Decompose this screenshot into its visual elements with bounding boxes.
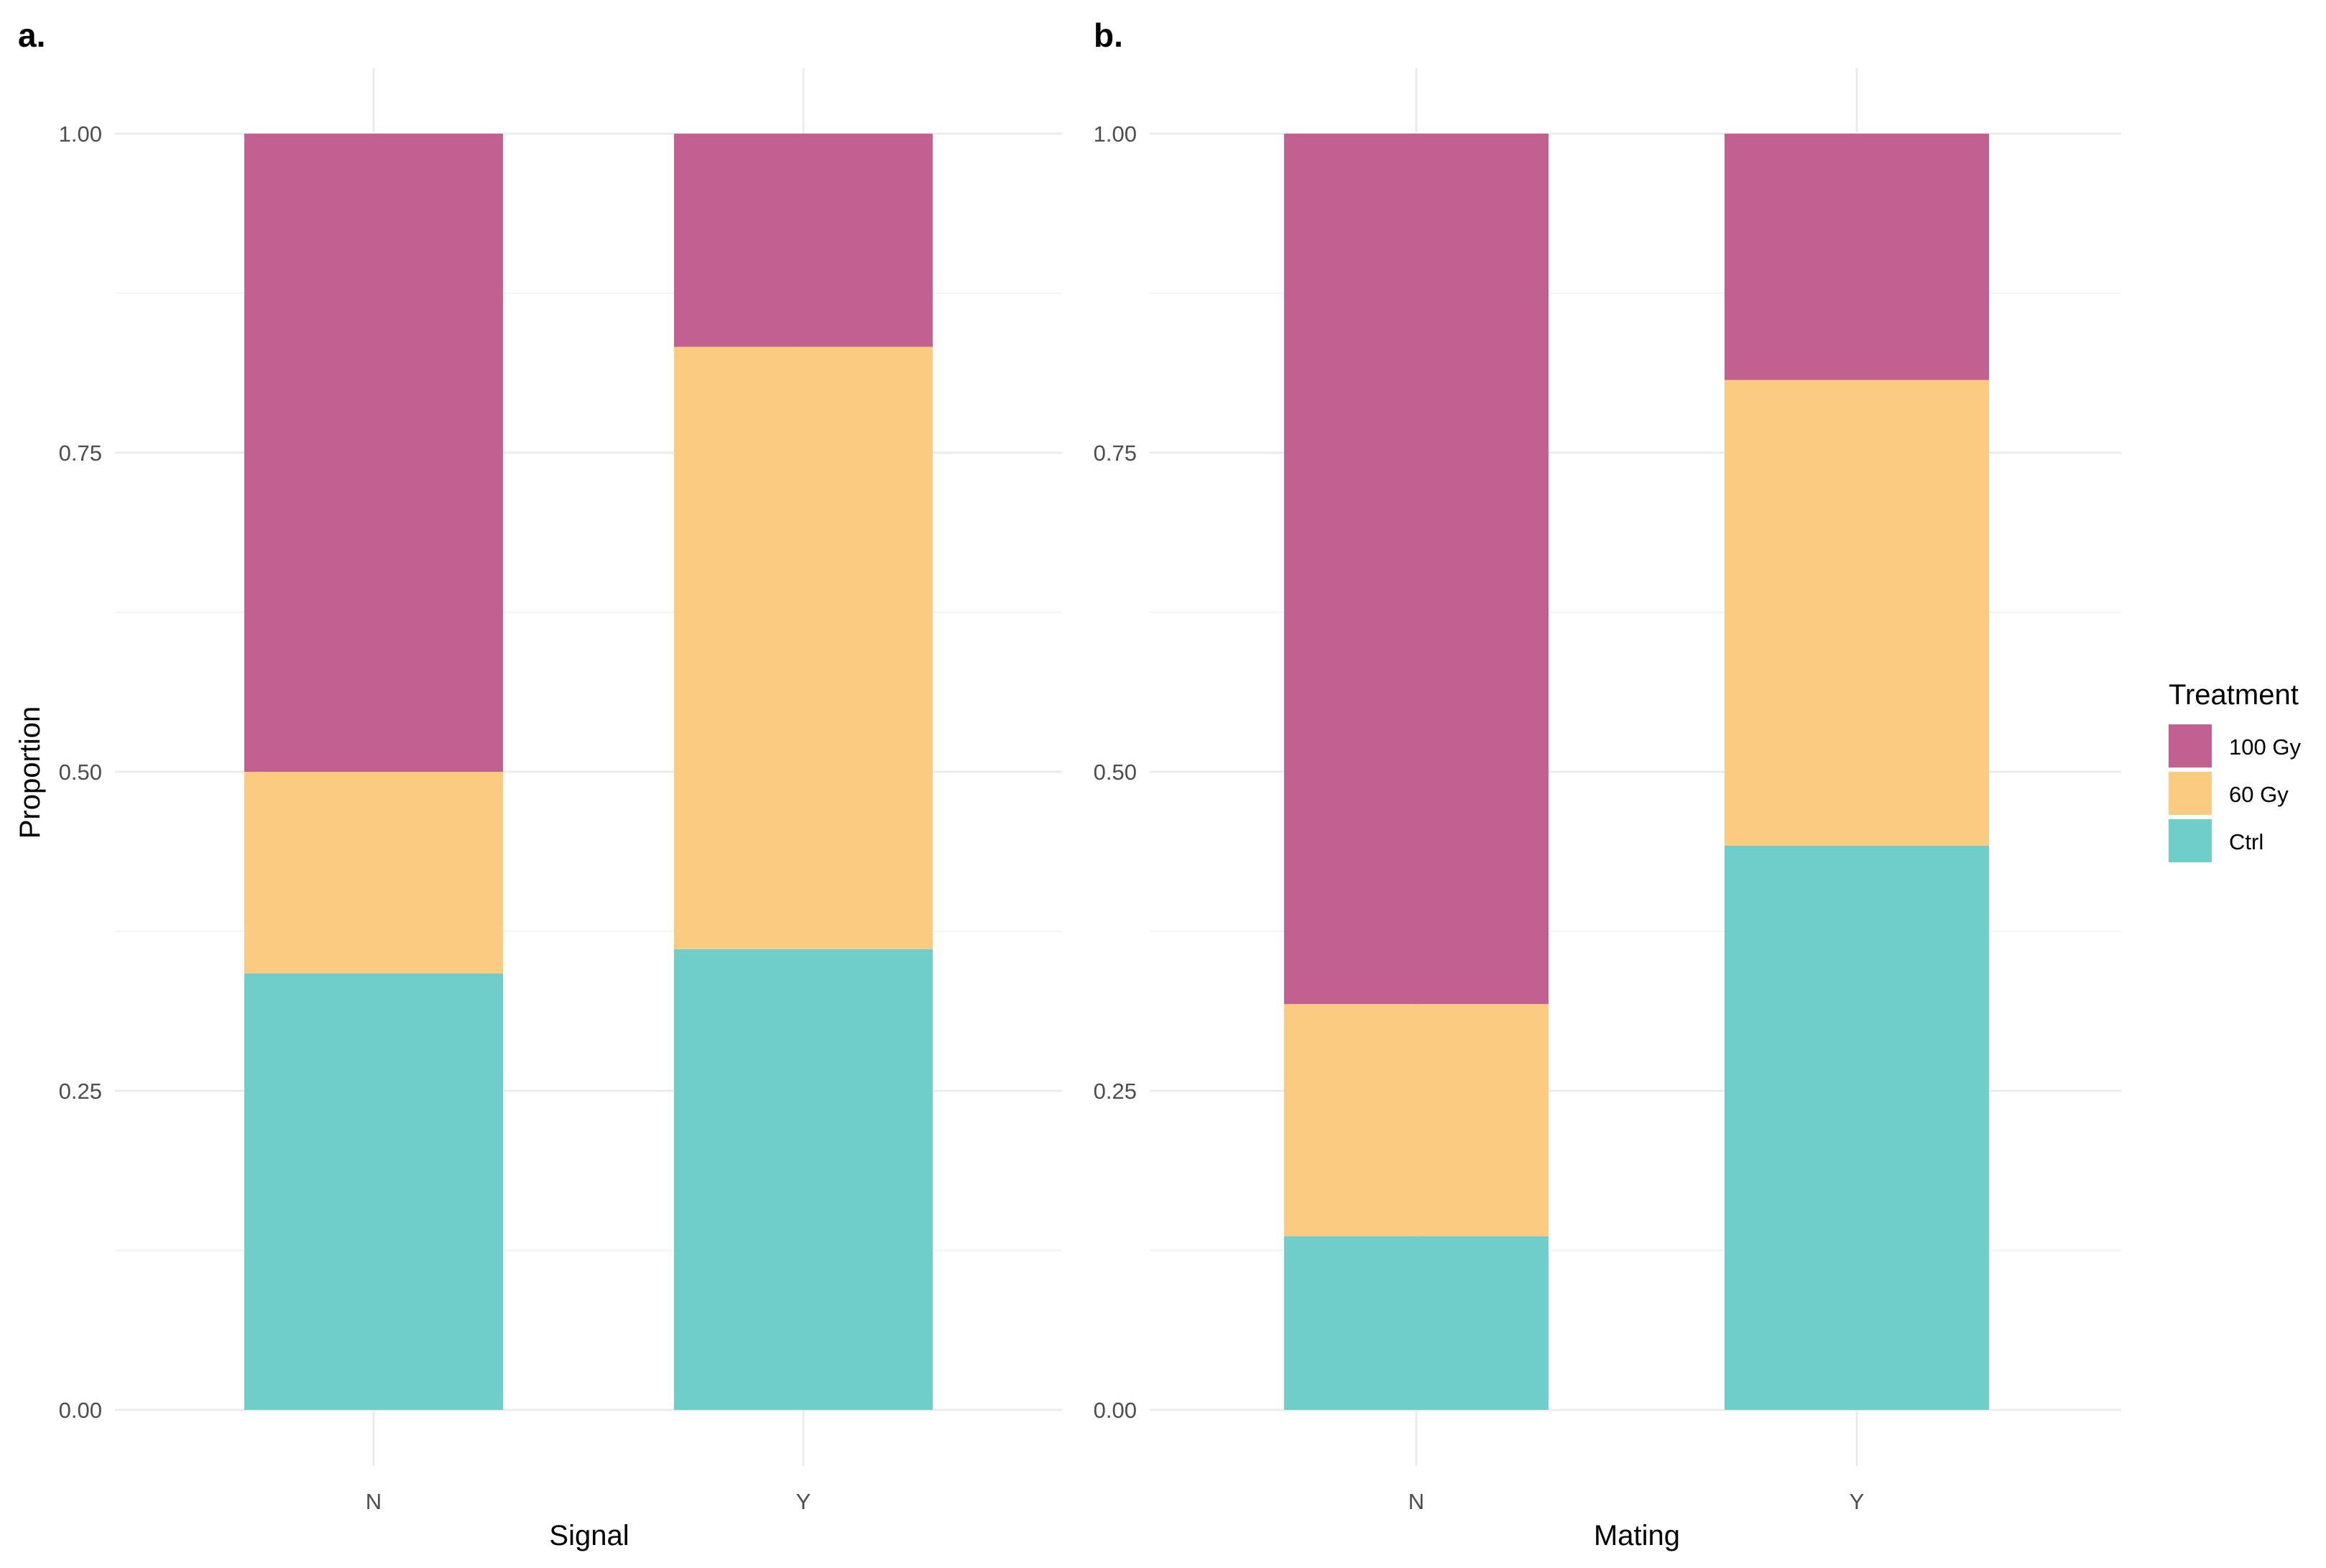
y-tick-label: 0.75 xyxy=(1094,441,1137,466)
bar-segment-100-gy xyxy=(1284,134,1549,1005)
x-axis-title: Signal xyxy=(549,1520,629,1551)
y-tick-label: 0.50 xyxy=(59,760,102,785)
bars xyxy=(244,134,933,1410)
x-tick-label: Y xyxy=(1850,1489,1865,1514)
legend-label: Ctrl xyxy=(2229,829,2263,854)
y-tick-label: 0.25 xyxy=(1094,1079,1137,1104)
y-tick-label: 1.00 xyxy=(59,121,102,147)
x-axis-title: Mating xyxy=(1594,1520,1680,1551)
panel-label: a. xyxy=(18,17,45,54)
legend-key-ctrl xyxy=(2169,819,2212,862)
bar-segment-ctrl xyxy=(1284,1236,1549,1410)
legend-label: 60 Gy xyxy=(2229,782,2289,807)
y-tick-labels: 0.00 0.25 0.50 0.75 1.00 xyxy=(1094,121,1137,1423)
x-tick-label: Y xyxy=(796,1489,811,1514)
bar-segment-60-gy xyxy=(1725,379,1989,847)
bar-segment-ctrl xyxy=(1725,846,1989,1410)
bar-segment-100-gy xyxy=(674,134,933,347)
y-tick-label: 0.00 xyxy=(1094,1398,1137,1423)
legend: Treatment 100 Gy 60 Gy Ctrl xyxy=(2169,679,2301,862)
y-axis-title: Proportion xyxy=(14,706,46,839)
bar-segment-ctrl xyxy=(674,949,933,1410)
y-tick-label: 0.50 xyxy=(1094,760,1137,785)
y-tick-label: 0.25 xyxy=(59,1079,102,1104)
y-tick-label: 0.00 xyxy=(59,1398,102,1423)
panel-label: b. xyxy=(1094,17,1123,54)
bars xyxy=(1284,134,1989,1410)
y-tick-labels: 0.00 0.25 0.50 0.75 1.00 xyxy=(59,121,102,1423)
x-tick-label: N xyxy=(366,1489,382,1514)
bar-segment-60-gy xyxy=(674,346,933,949)
bar-segment-100-gy xyxy=(1725,134,1989,380)
legend-key-100-gy xyxy=(2169,724,2212,767)
bar-segment-100-gy xyxy=(244,134,503,772)
bar-segment-ctrl xyxy=(244,973,503,1410)
legend-title: Treatment xyxy=(2169,679,2299,711)
legend-key-60-gy xyxy=(2169,772,2212,815)
y-tick-label: 0.75 xyxy=(59,441,102,466)
bar-segment-60-gy xyxy=(1284,1004,1549,1237)
legend-label: 100 Gy xyxy=(2229,734,2301,760)
bar-segment-60-gy xyxy=(244,772,503,974)
x-tick-label: N xyxy=(1408,1489,1424,1514)
y-tick-label: 1.00 xyxy=(1094,121,1137,147)
